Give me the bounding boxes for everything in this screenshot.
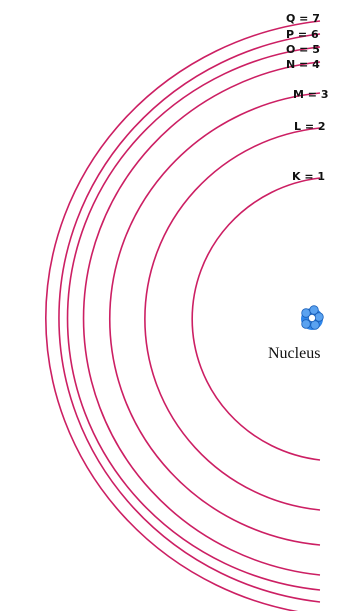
orbit-o bbox=[66, 46, 321, 591]
orbit-n bbox=[82, 61, 321, 576]
shell-label-q: Q = 7 bbox=[286, 12, 320, 25]
nucleus-icon bbox=[301, 305, 324, 330]
orbit-arcs bbox=[44, 20, 321, 611]
shell-label-p: P = 6 bbox=[286, 28, 319, 41]
shell-label-k: K = 1 bbox=[292, 170, 325, 183]
shell-label-l: L = 2 bbox=[294, 120, 326, 133]
shell-label-n: N = 4 bbox=[286, 58, 320, 71]
orbit-p bbox=[58, 33, 321, 603]
orbit-q bbox=[44, 20, 321, 611]
orbit-m bbox=[108, 92, 321, 546]
shell-label-o: O = 5 bbox=[286, 43, 320, 56]
orbit-l bbox=[144, 127, 321, 511]
shell-label-m: M = 3 bbox=[293, 88, 328, 101]
orbit-k bbox=[191, 177, 321, 461]
nucleus-label: Nucleus bbox=[268, 345, 320, 362]
